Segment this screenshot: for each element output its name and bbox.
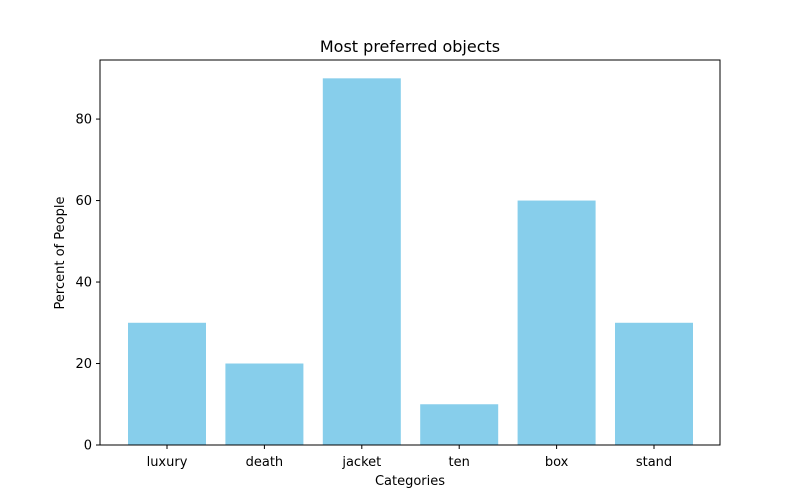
x-tick-label: stand	[636, 455, 672, 470]
y-axis-ticks: 0 20 40 60 80	[75, 113, 100, 454]
x-tick-label: box	[545, 455, 569, 470]
y-tick-label: 60	[75, 194, 92, 209]
bar-box	[517, 200, 596, 445]
y-tick-label: 80	[75, 113, 92, 128]
bar-ten	[420, 404, 499, 445]
bar-luxury	[128, 322, 206, 445]
x-axis-ticks: luxury death jacket ten box stand	[147, 445, 672, 470]
x-tick-label: ten	[449, 455, 470, 470]
x-tick-label: luxury	[147, 455, 188, 470]
x-axis-label: Categories	[375, 474, 445, 489]
x-tick-label: death	[246, 455, 284, 470]
y-axis-label: Percent of People	[53, 197, 68, 310]
bars-group	[128, 78, 693, 445]
bar-jacket	[322, 78, 401, 445]
x-tick-label: jacket	[341, 455, 381, 470]
y-tick-label: 0	[84, 439, 92, 454]
bar-death	[225, 363, 304, 445]
bar-stand	[615, 322, 693, 445]
plot-frame	[99, 59, 721, 446]
y-tick-label: 20	[75, 357, 92, 372]
y-tick-label: 40	[75, 276, 92, 291]
chart-title: Most preferred objects	[320, 37, 500, 56]
